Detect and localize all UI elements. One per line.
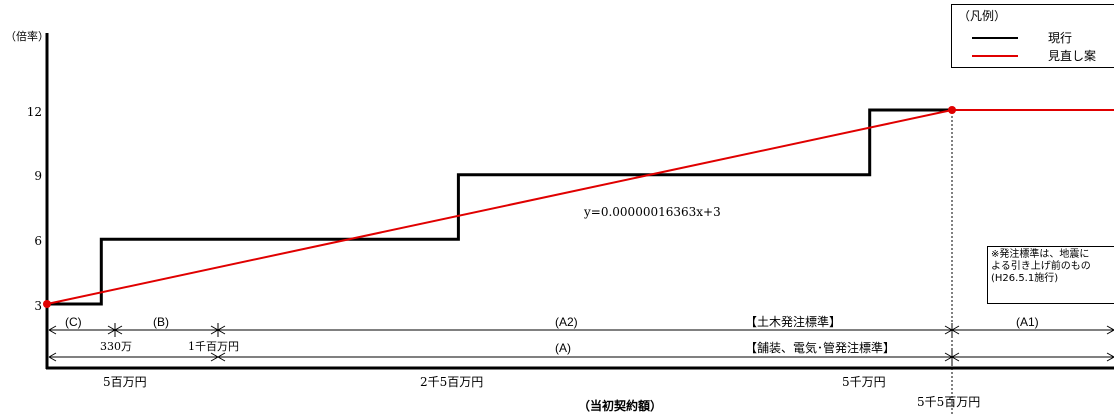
legend-title: （凡例） [958,9,1007,23]
note-box: ※発注標準は、地震に よる引き上げ前のもの (H26.5.1施行) [987,246,1114,304]
proposal-end-point [948,106,956,114]
range-arrows-upper [48,323,1114,337]
x-tick-label: 2千5百万円 [420,375,483,389]
range-arrows-lower [48,350,1114,364]
y-tick-label: 3 [34,299,42,313]
standard-civil-label: 【土木発注標準】 [745,314,841,329]
range-label-b: (B) [153,315,169,329]
legend-item-proposal: 見直し案 [952,47,1112,63]
y-axis-label: （倍率） [5,29,49,43]
boundary-label-330: 330万 [100,340,132,353]
x-tick-label: 5百万円 [103,375,147,389]
legend-swatch-proposal [972,55,1018,57]
x-tick-label: 5千5百万円 [917,395,980,409]
range-label-c: (C) [65,315,82,329]
note-line: ※発注標準は、地震に [991,249,1090,260]
formula-label: y=0.00000016363x+3 [583,205,721,219]
y-tick-label: 12 [27,105,42,119]
legend-label-proposal: 見直し案 [1048,49,1097,63]
y-tick-label: 6 [34,234,42,248]
x-axis-label: （当初契約額） [578,398,662,413]
legend-label-current: 現行 [1048,31,1073,45]
range-label-a1: (A1) [1016,315,1039,329]
x-tick-label: 5千万円 [842,375,886,389]
series-proposal-line [46,109,1114,305]
standard-paving-label: 【舗装、電気･管発注標準】 [745,340,895,355]
proposal-start-point [43,300,51,308]
legend-swatch-current [972,37,1018,39]
note-line: よる引き上げ前のもの [991,261,1091,272]
boundary-label-11m: 1千百万円 [188,340,239,353]
legend: （凡例） 現行 見直し案 [951,4,1114,68]
note-line: (H26.5.1施行) [991,273,1059,284]
y-tick-label: 9 [34,169,42,183]
legend-item-current: 現行 [952,29,1112,45]
range-label-a: (A) [555,341,571,355]
range-label-a2: (A2) [555,315,578,329]
